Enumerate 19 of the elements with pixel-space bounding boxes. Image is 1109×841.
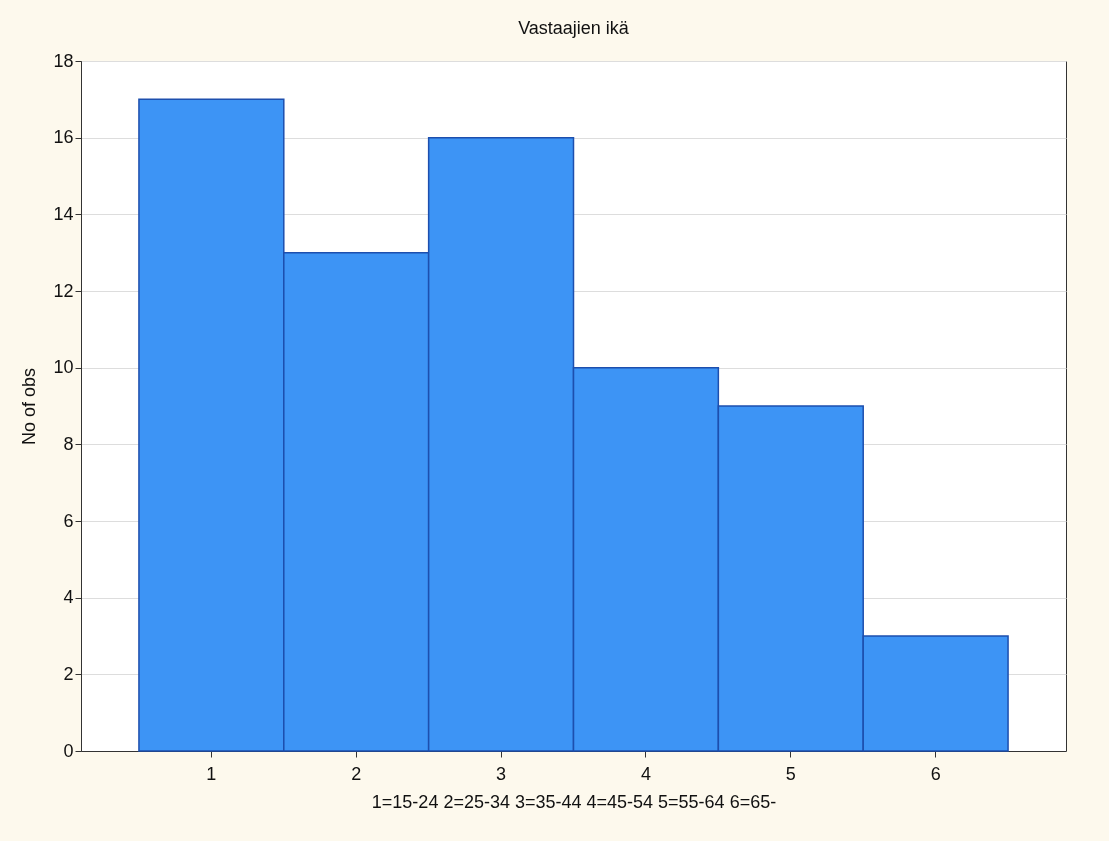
x-tick-label: 6	[930, 763, 941, 784]
x-tick-label: 2	[351, 763, 362, 784]
x-tick-label: 5	[785, 763, 796, 784]
chart-title: Vastaajien ikä	[518, 18, 630, 38]
x-axis-title: 1=15-24 2=25-34 3=35-44 4=45-54 5=55-64 6=65-	[371, 791, 777, 812]
y-tick-label: 12	[53, 280, 74, 301]
x-tick-label: 4	[640, 763, 651, 784]
x-tick-label: 1	[206, 763, 217, 784]
y-tick-label: 16	[53, 127, 74, 148]
y-tick-label: 14	[53, 203, 74, 224]
y-tick-label: 18	[53, 50, 74, 71]
y-tick-label: 0	[63, 740, 74, 761]
y-tick-label: 4	[63, 587, 74, 608]
x-tick-label: 3	[496, 763, 507, 784]
y-tick-label: 8	[63, 433, 74, 454]
y-tick-label: 2	[63, 663, 74, 684]
y-axis-title: No of obs	[19, 367, 40, 446]
y-tick-label: 6	[63, 510, 74, 531]
y-tick-label: 10	[53, 357, 74, 378]
